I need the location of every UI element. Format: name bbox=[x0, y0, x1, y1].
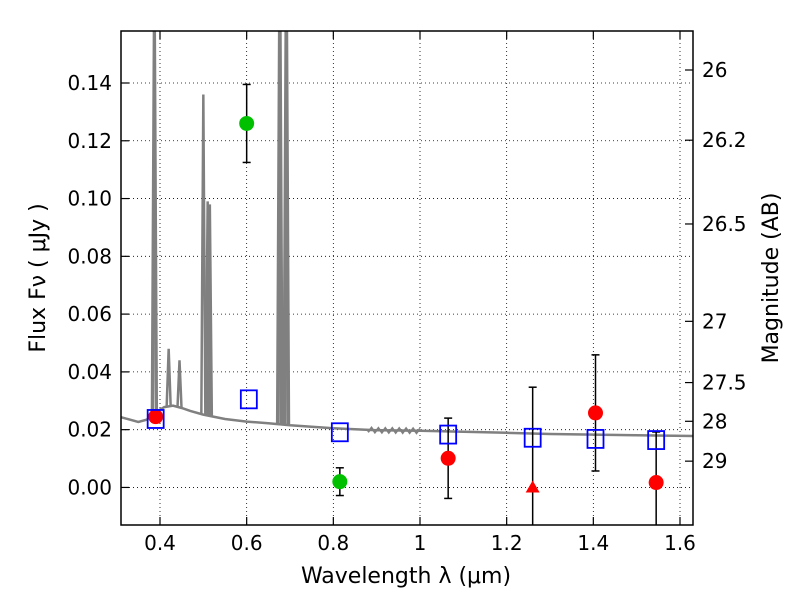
mag-tick-label: 29 bbox=[702, 449, 727, 473]
y-tick-label: 0.08 bbox=[67, 244, 112, 268]
emission-line bbox=[200, 94, 207, 415]
model-photometry-point bbox=[239, 389, 258, 410]
y-tick-label: 0.02 bbox=[67, 418, 112, 442]
emission-line bbox=[282, 31, 289, 425]
y-tick-label: 0.10 bbox=[67, 187, 112, 211]
axis-ticks: 0.4 0.6 0.8 1 1.2 1.4 1.6 0.00 0.02 0.04 0.06 0.08 0… bbox=[67, 31, 747, 555]
model-photometry-point bbox=[439, 424, 458, 445]
y-tick-label: 0.00 bbox=[67, 475, 112, 499]
x-tick-label: 1.4 bbox=[577, 531, 609, 555]
data-point-detections_green bbox=[332, 474, 348, 490]
x-tick-label: 1.6 bbox=[664, 531, 696, 555]
y-tick-label: 0.12 bbox=[67, 129, 112, 153]
plot-area bbox=[121, 31, 693, 525]
model-photometry-point bbox=[586, 429, 605, 449]
emission-line bbox=[206, 204, 214, 416]
y-tick-label: 0.06 bbox=[67, 302, 112, 326]
mag-tick-label: 27 bbox=[702, 309, 727, 333]
x-tick-label: 0.6 bbox=[231, 531, 263, 555]
x-axis-label: Wavelength λ (μm) bbox=[301, 564, 511, 589]
model-absorption-features bbox=[367, 426, 421, 435]
plot-frame bbox=[120, 30, 694, 526]
mag-tick-label: 27.5 bbox=[702, 371, 747, 395]
data-point-detections_red bbox=[148, 409, 164, 425]
x-tick-label: 0.8 bbox=[317, 531, 349, 555]
model-photometry-point bbox=[146, 409, 165, 429]
x-tick-label: 0.4 bbox=[144, 531, 176, 555]
emission-line bbox=[277, 31, 284, 425]
data-point-detections_red bbox=[648, 475, 664, 491]
data-point-upper-limit bbox=[525, 480, 540, 493]
emission-line bbox=[151, 31, 159, 413]
mag-tick-label: 26 bbox=[702, 58, 727, 82]
y-tick-label: 0.14 bbox=[67, 71, 112, 95]
data-point-detections_red bbox=[440, 450, 456, 466]
mag-tick-label: 26.5 bbox=[702, 212, 747, 236]
emission-line bbox=[165, 348, 172, 407]
emission-line bbox=[275, 31, 283, 425]
model-photometry-point bbox=[523, 427, 542, 448]
x-tick-label: 1 bbox=[414, 531, 427, 555]
emission-line bbox=[176, 360, 183, 408]
y-axis-right-label: Magnitude (AB) bbox=[759, 193, 784, 364]
model-photometry-point bbox=[647, 430, 666, 450]
y-axis-label: Flux Fν ( μJy ) bbox=[26, 203, 51, 352]
x-tick-label: 1.2 bbox=[491, 531, 523, 555]
mag-tick-label: 28 bbox=[702, 409, 727, 433]
model-photometry-point bbox=[330, 422, 349, 443]
y-tick-label: 0.04 bbox=[67, 360, 112, 384]
emission-line bbox=[283, 31, 291, 426]
mag-tick-label: 26.2 bbox=[702, 128, 747, 152]
data-point-detections_red bbox=[588, 405, 603, 421]
data-point-detections_green bbox=[239, 115, 255, 131]
